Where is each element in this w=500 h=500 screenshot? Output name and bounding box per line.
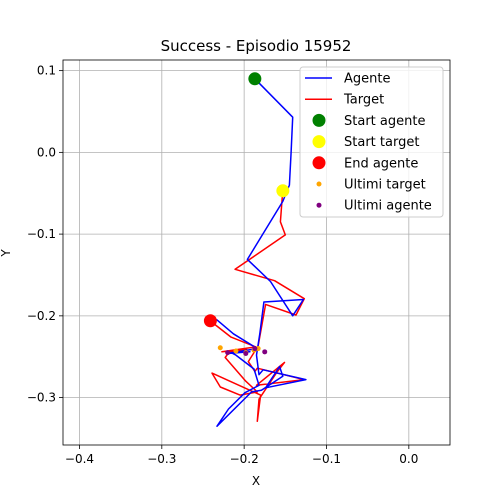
y-tick-label: 0.1 [37,64,56,78]
x-axis-label: X [252,474,260,488]
end-agente-marker [203,314,217,328]
legend-start-target-swatch [312,135,326,149]
start-target-marker [276,184,290,198]
legend-target-label: Target [343,93,384,108]
x-tick-label: −0.1 [312,452,341,466]
legend-ultimi-agente-swatch [316,202,322,208]
legend-ultimi-target-swatch [316,181,322,187]
legend-start-agente-label: Start agente [344,114,425,129]
start-agente-marker [248,72,262,86]
legend-end-agente-swatch [312,156,326,170]
legend-agente-label: Agente [344,72,390,87]
legend: Agente Target Start agente Start target End … [299,66,444,218]
legend-start-agente-swatch [312,113,326,127]
legend-ultimi-target-label: Ultimi target [344,178,426,193]
ultimi-agente-point [262,349,268,355]
legend-end-agente-label: End agente [344,156,418,171]
ultimi-target-point [217,345,223,351]
x-tick-label: 0.0 [399,452,418,466]
chart-title: Success - Episodio 15952 [161,37,352,55]
ticks: −0.4 −0.3 −0.2 −0.1 0.0 −0.3 −0.2 −0.1 0.0 0.1 [27,64,419,466]
ultimi-agente-point [252,346,258,352]
axes-frame [62,59,451,446]
ultimi-target-point [233,348,239,354]
ultimi-agente-point [225,350,231,356]
series-layer [203,72,307,427]
x-tick-label: −0.4 [65,452,94,466]
axes-border [62,59,451,446]
y-axis-label: Y [0,249,13,258]
x-tick-label: −0.3 [147,452,176,466]
legend-start-target-label: Start target [344,135,419,150]
legend-box [299,66,444,218]
ultimi-agente-point [243,350,249,356]
x-tick-label: −0.2 [230,452,259,466]
y-tick-label: 0.0 [37,145,56,159]
legend-ultimi-agente-label: Ultimi agente [344,199,432,214]
y-tick-label: −0.3 [27,391,56,405]
y-tick-label: −0.1 [27,227,56,241]
y-tick-label: −0.2 [27,309,56,323]
